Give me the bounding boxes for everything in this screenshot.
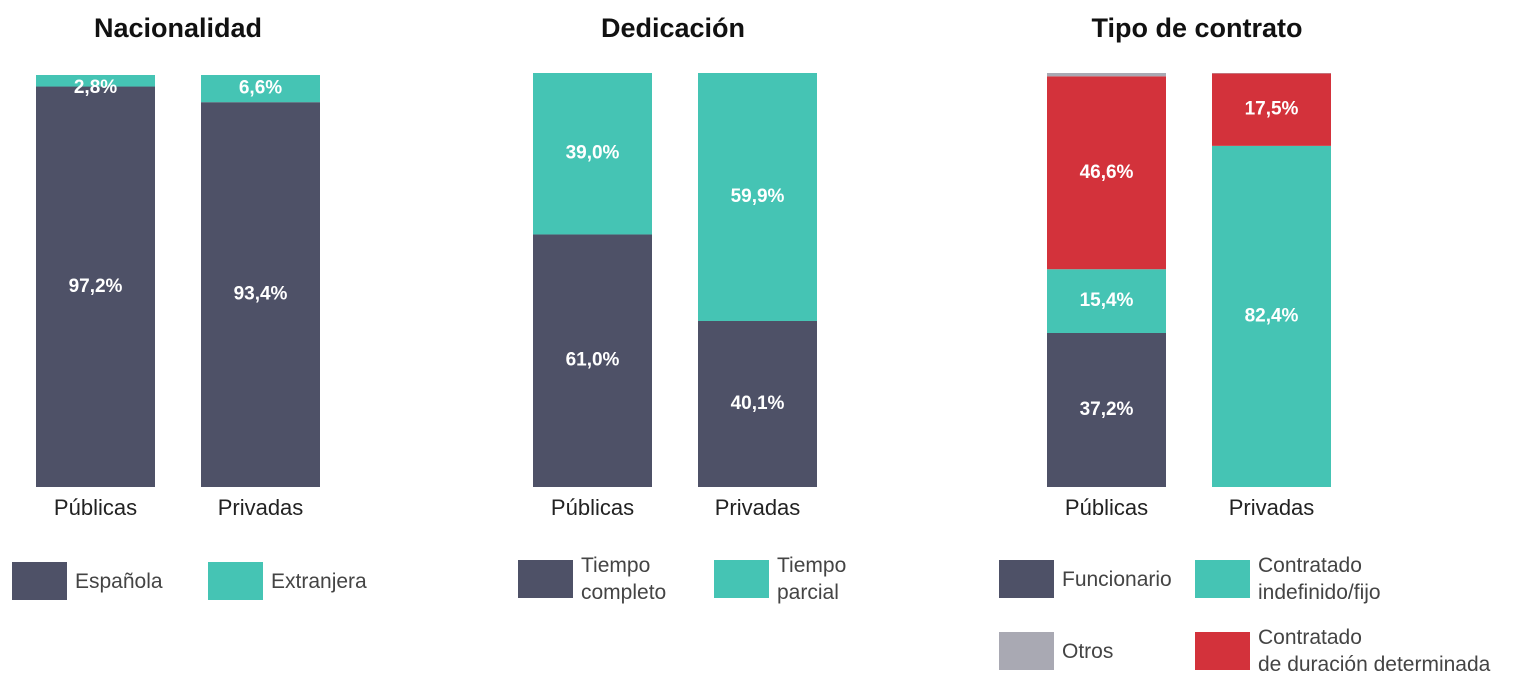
bar-segment	[1047, 269, 1166, 333]
bar-segment	[36, 86, 155, 487]
value-label: 46,6%	[1080, 162, 1134, 183]
bar-segment	[533, 73, 652, 235]
bar-segment	[533, 234, 652, 487]
value-label: 17,5%	[1245, 99, 1299, 120]
legend-label: Tiempo parcial	[777, 554, 847, 604]
x-tick-label: Privadas	[1229, 495, 1315, 520]
legend-swatch	[999, 560, 1054, 598]
chart-title: Nacionalidad	[94, 13, 262, 43]
x-tick-label: Públicas	[1065, 495, 1148, 520]
value-label: 61,0%	[566, 350, 620, 371]
legend-label: Contratado indefinido/fijo	[1258, 554, 1381, 604]
bar-segment	[201, 102, 320, 487]
value-label: 15,4%	[1080, 290, 1134, 311]
value-label: 39,0%	[566, 143, 620, 164]
value-label: 97,2%	[69, 276, 123, 297]
bar-segment	[36, 75, 155, 87]
x-tick-label: Públicas	[551, 495, 634, 520]
legend-swatch	[208, 562, 263, 600]
legend-label: Extranjera	[271, 569, 367, 593]
legend-label: Funcionario	[1062, 567, 1172, 591]
x-tick-label: Públicas	[54, 495, 137, 520]
legend-swatch	[999, 632, 1054, 670]
bar-segment	[1047, 332, 1166, 487]
x-tick-label: Privadas	[218, 495, 304, 520]
bar-segment	[698, 73, 817, 321]
bar-segment	[698, 320, 817, 487]
legend-label: Contratado de duración determinada	[1258, 626, 1491, 675]
legend-swatch	[12, 562, 67, 600]
chart-title: Tipo de contrato	[1091, 13, 1302, 43]
bar-segment	[1212, 145, 1331, 487]
legend-swatch	[518, 560, 573, 598]
legend-label: Española	[75, 569, 163, 593]
legend-swatch	[1195, 560, 1250, 598]
legend-swatch	[714, 560, 769, 598]
chart-title: Dedicación	[601, 13, 745, 43]
legend-swatch	[1195, 632, 1250, 670]
value-label: 37,2%	[1080, 399, 1134, 420]
x-tick-label: Privadas	[715, 495, 801, 520]
value-label: 59,9%	[731, 186, 785, 207]
bar-segment	[1047, 76, 1166, 270]
value-label: 2,8%	[74, 77, 117, 98]
legend-label: Tiempo completo	[581, 554, 667, 604]
legend-label: Otros	[1062, 639, 1114, 663]
bar-segment	[201, 75, 320, 103]
bar-segment	[1047, 73, 1166, 77]
value-label: 6,6%	[239, 78, 282, 99]
value-label: 93,4%	[234, 284, 288, 305]
value-label: 82,4%	[1245, 305, 1299, 326]
bar-segment	[1212, 73, 1331, 146]
value-label: 40,1%	[731, 393, 785, 414]
